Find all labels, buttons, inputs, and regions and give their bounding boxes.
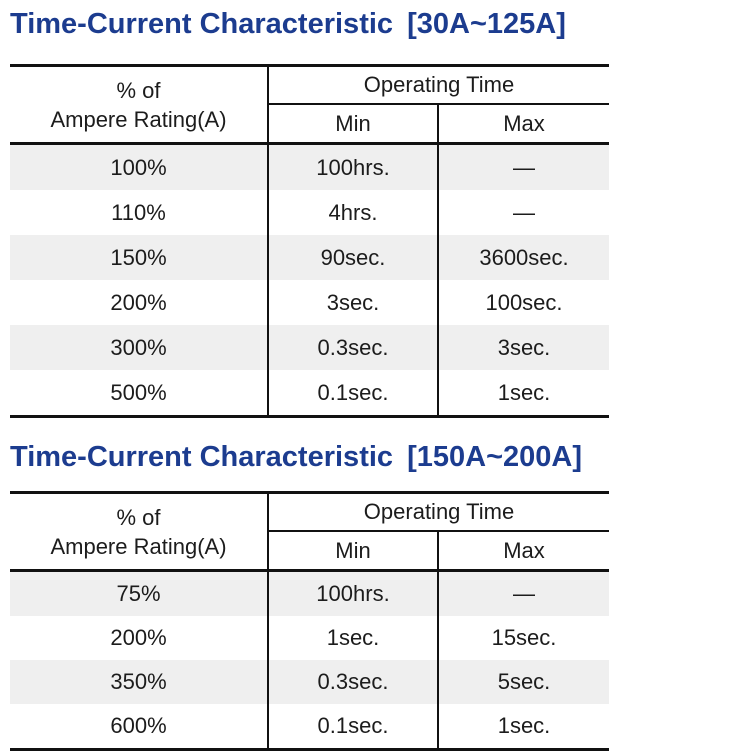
time-current-table: % of Ampere Rating(A) Operating Time Min… [10, 491, 609, 751]
percent-cell: 110% [10, 190, 269, 235]
table-body: 100% 100hrs. — 110% 4hrs. — 150% 90sec. … [10, 143, 609, 417]
section-title: Time-Current Characteristic [30A~125A] [10, 6, 750, 43]
rating-header-line2: Ampere Rating(A) [50, 106, 227, 132]
table-row: 600% 0.1sec. 1sec. [10, 704, 609, 750]
operating-time-header-cell: Operating Time [268, 492, 609, 532]
min-cell: 90sec. [268, 235, 439, 280]
max-cell: 1sec. [497, 713, 551, 738]
rating-header-cell: % of Ampere Rating(A) [10, 492, 269, 572]
max-cell: 1sec. [497, 379, 551, 405]
min-cell: 0.1sec. [268, 370, 439, 417]
max-cell: 100sec. [485, 289, 563, 315]
table-row: 500% 0.1sec. 1sec. [10, 370, 609, 417]
max-cell: — [513, 199, 535, 225]
min-header-cell: Min [268, 104, 439, 145]
percent-cell: 300% [10, 325, 269, 370]
min-cell: 0.1sec. [268, 704, 439, 750]
min-cell: 0.3sec. [268, 660, 439, 704]
section-title-main: Time-Current Characteristic [10, 441, 394, 473]
table-row: 200% 1sec. 15sec. [10, 616, 609, 660]
min-cell: 1sec. [268, 616, 439, 660]
percent-cell: 150% [10, 235, 269, 280]
percent-cell: 500% [10, 370, 269, 417]
rating-header-line2: Ampere Rating(A) [50, 533, 227, 559]
table-header: % of Ampere Rating(A) Operating Time Min… [10, 65, 609, 145]
min-cell: 100hrs. [268, 570, 439, 616]
table-body: 75% 100hrs. — 200% 1sec. 15sec. 350% 0.3… [10, 570, 609, 750]
header-row-group: % of Ampere Rating(A) Operating Time [10, 65, 609, 145]
min-cell: 0.3sec. [268, 325, 439, 370]
percent-cell: 100% [10, 143, 269, 190]
table-row: 100% 100hrs. — [10, 143, 609, 190]
section-title-main: Time-Current Characteristic [10, 8, 394, 40]
header-row-group: % of Ampere Rating(A) Operating Time [10, 492, 609, 572]
max-header-cell: Max [438, 104, 609, 145]
table-row: 300% 0.3sec. 3sec. [10, 325, 609, 370]
section-150a-200a: Time-Current Characteristic [150A~200A] … [10, 439, 750, 751]
rating-header-line1: % of [116, 504, 161, 530]
rating-header-cell: % of Ampere Rating(A) [10, 65, 269, 145]
table-row: 110% 4hrs. — [10, 190, 609, 235]
section-title-range: [30A~125A] [407, 8, 566, 40]
rating-header-line1: % of [116, 77, 161, 103]
min-cell: 100hrs. [268, 143, 439, 190]
max-cell: — [513, 581, 535, 606]
min-cell: 3sec. [268, 280, 439, 325]
section-title-range: [150A~200A] [407, 441, 583, 473]
percent-cell: 200% [10, 280, 269, 325]
max-cell: 5sec. [497, 669, 551, 694]
max-cell: 3600sec. [479, 244, 569, 270]
table-row: 200% 3sec. 100sec. [10, 280, 609, 325]
max-cell: — [513, 154, 535, 180]
section-30a-125a: Time-Current Characteristic [30A~125A] %… [10, 6, 750, 418]
table-row: 350% 0.3sec. 5sec. [10, 660, 609, 704]
header-row-minmax: Min Max [10, 104, 609, 145]
max-header-cell: Max [438, 531, 609, 572]
min-cell: 4hrs. [268, 190, 439, 235]
time-current-table: % of Ampere Rating(A) Operating Time Min… [10, 64, 609, 418]
percent-cell: 75% [10, 570, 269, 616]
table-header: % of Ampere Rating(A) Operating Time Min… [10, 492, 609, 572]
operating-time-header-cell: Operating Time [268, 65, 609, 105]
table-row: 150% 90sec. 3600sec. [10, 235, 609, 280]
header-row-minmax: Min Max [10, 531, 609, 572]
percent-cell: 600% [10, 704, 269, 750]
min-header-cell: Min [268, 531, 439, 572]
percent-cell: 200% [10, 616, 269, 660]
max-cell: 15sec. [491, 625, 557, 650]
section-title: Time-Current Characteristic [150A~200A] [10, 439, 750, 476]
table-row: 75% 100hrs. — [10, 570, 609, 616]
percent-cell: 350% [10, 660, 269, 704]
max-cell: 3sec. [497, 334, 551, 360]
